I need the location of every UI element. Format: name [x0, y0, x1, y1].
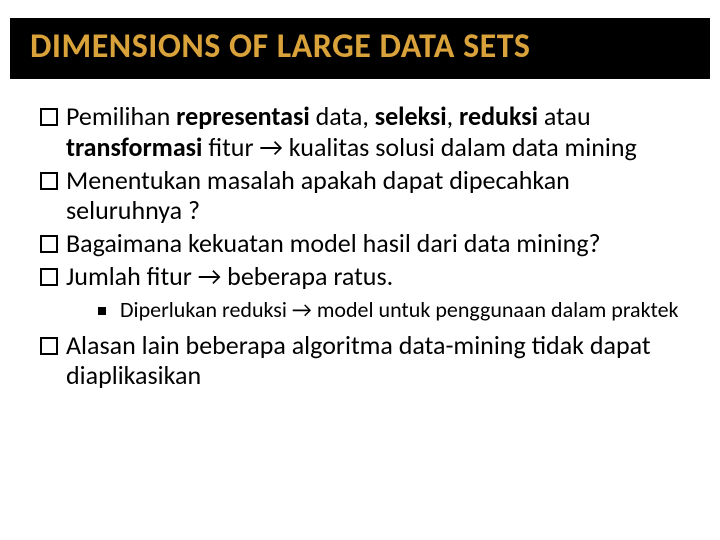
text-bold: transformasi [66, 131, 202, 163]
bullet-text: Bagaimana kekuatan model hasil dari data… [66, 228, 601, 259]
square-bullet-icon [40, 108, 58, 126]
text-bold: representasi [170, 100, 309, 132]
text-bold: reduksi [459, 100, 538, 132]
square-bullet-icon [40, 268, 58, 286]
sub-bullet-text: Diperlukan reduksi → model untuk penggun… [120, 297, 679, 323]
sub-bullet-item: Diperlukan reduksi → model untuk penggun… [40, 297, 680, 323]
bullet-text: Pemilihan representasi data, seleksi, re… [66, 101, 680, 162]
bullet-item: Bagaimana kekuatan model hasil dari data… [40, 228, 680, 259]
text-span: Pemilihan [66, 100, 170, 132]
text-span: fitur → kualitas solusi dalam data minin… [202, 131, 636, 163]
square-bullet-icon [40, 172, 58, 190]
text-bold: seleksi [375, 100, 447, 132]
bullet-item: Pemilihan representasi data, seleksi, re… [40, 101, 680, 162]
bullet-text: Menentukan masalah apakah dapat dipecahk… [66, 165, 680, 226]
bullet-item: Alasan lain beberapa algoritma data-mini… [40, 330, 680, 391]
slide-title: DIMENSIONS OF LARGE DATA SETS [30, 28, 690, 65]
content-area: Pemilihan representasi data, seleksi, re… [0, 79, 720, 391]
bullet-item: Menentukan masalah apakah dapat dipecahk… [40, 165, 680, 226]
slide: DIMENSIONS OF LARGE DATA SETS Pemilihan … [0, 18, 720, 540]
text-span: data, [310, 100, 375, 132]
square-bullet-icon [40, 337, 58, 355]
title-bar: DIMENSIONS OF LARGE DATA SETS [10, 18, 710, 79]
square-bullet-icon [40, 235, 58, 253]
bullet-text: Alasan lain beberapa algoritma data-mini… [66, 330, 680, 391]
text-span: , [447, 100, 459, 132]
text-span: atau [538, 100, 591, 132]
bullet-text: Jumlah fitur → beberapa ratus. [66, 261, 393, 292]
bullet-item: Jumlah fitur → beberapa ratus. [40, 261, 680, 292]
square-sub-bullet-icon [98, 307, 106, 315]
